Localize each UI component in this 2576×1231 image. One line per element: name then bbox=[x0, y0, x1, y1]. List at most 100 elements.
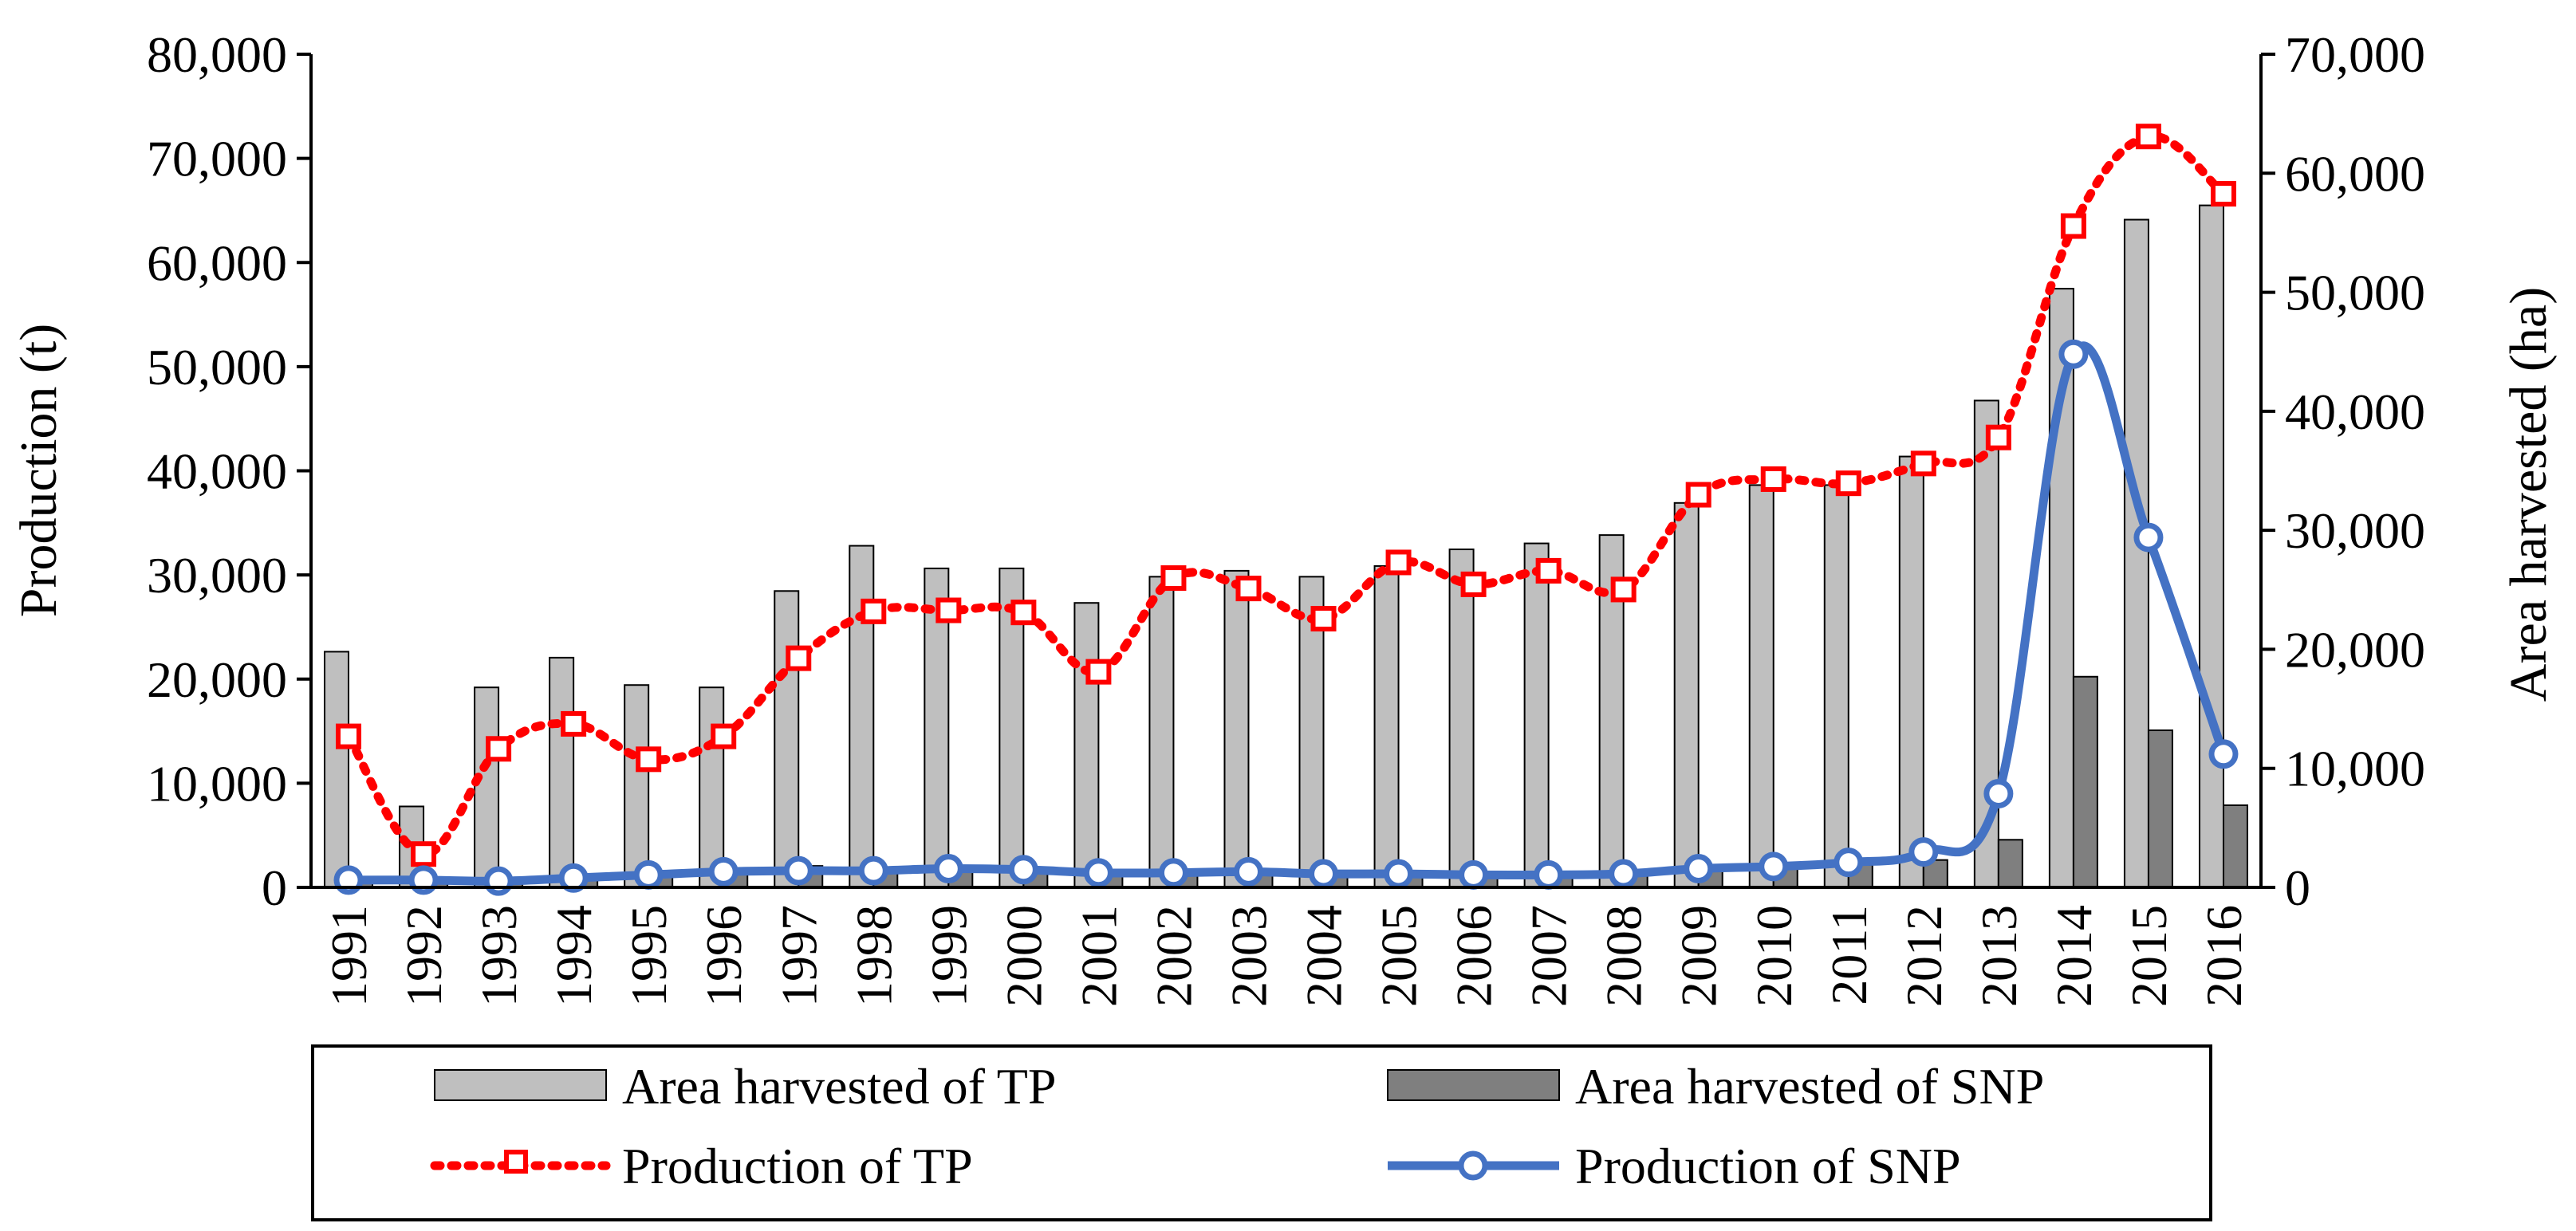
x-tick-label: 1997 bbox=[770, 905, 827, 1007]
y-left-axis-title: Production (t) bbox=[10, 324, 68, 617]
y-right-tick-label: 30,000 bbox=[2285, 502, 2425, 559]
x-tick-label: 2005 bbox=[1371, 905, 1428, 1007]
point-production-of-snp bbox=[1534, 859, 1564, 890]
x-tick-label: 1993 bbox=[471, 905, 527, 1007]
point-production-of-snp bbox=[558, 863, 589, 893]
bars bbox=[324, 204, 2248, 889]
x-tick-label: 2013 bbox=[1971, 905, 2027, 1007]
point-production-of-tp bbox=[1685, 482, 1711, 508]
x-tick-label: 2004 bbox=[1296, 905, 1353, 1007]
legend-swatch-prod-snp-marker bbox=[1458, 1150, 1488, 1181]
bar-area-harvested-of-snp bbox=[2147, 729, 2173, 889]
point-production-of-snp bbox=[1384, 859, 1414, 889]
legend-box bbox=[311, 1044, 2212, 1221]
point-production-of-snp bbox=[1309, 859, 1339, 889]
y-right-tick-label: 0 bbox=[2285, 859, 2310, 916]
point-production-of-tp bbox=[1085, 659, 1112, 685]
legend-swatch-area-tp bbox=[434, 1069, 607, 1101]
x-tick-label: 2000 bbox=[995, 905, 1052, 1007]
point-production-of-snp bbox=[1684, 853, 1714, 883]
point-production-of-tp bbox=[1910, 450, 1936, 477]
point-production-of-snp bbox=[858, 855, 888, 886]
bar-area-harvested-of-tp bbox=[699, 686, 725, 889]
x-tick-label: 1994 bbox=[546, 905, 602, 1007]
bar-area-harvested-of-tp bbox=[1073, 602, 1100, 888]
bar-area-harvested-of-tp bbox=[2123, 218, 2149, 888]
point-production-of-snp bbox=[633, 859, 664, 890]
bar-area-harvested-of-tp bbox=[549, 656, 575, 889]
point-production-of-snp bbox=[1083, 858, 1113, 888]
point-production-of-snp bbox=[483, 866, 514, 896]
x-tick-label: 1996 bbox=[695, 905, 752, 1007]
point-production-of-tp bbox=[411, 841, 437, 867]
legend-swatch-prod-tp-marker bbox=[504, 1150, 528, 1174]
point-production-of-tp bbox=[935, 597, 962, 623]
y-left-tick-label: 40,000 bbox=[147, 443, 287, 500]
bar-area-harvested-of-snp bbox=[2072, 675, 2098, 888]
point-production-of-tp bbox=[786, 645, 812, 671]
point-production-of-snp bbox=[1983, 778, 2014, 808]
bar-area-harvested-of-tp bbox=[774, 590, 800, 888]
point-production-of-tp bbox=[1010, 600, 1037, 626]
point-production-of-tp bbox=[561, 710, 587, 737]
point-production-of-tp bbox=[1985, 424, 2011, 450]
bar-area-harvested-of-tp bbox=[849, 545, 875, 888]
x-tick-label: 2010 bbox=[1746, 905, 1802, 1007]
bar-area-harvested-of-tp bbox=[1148, 576, 1175, 888]
point-production-of-snp bbox=[1759, 851, 1789, 882]
x-tick-label: 1995 bbox=[620, 905, 677, 1007]
point-production-of-tp bbox=[1460, 571, 1487, 597]
point-production-of-tp bbox=[1610, 576, 1637, 603]
x-tick-label: 1992 bbox=[396, 905, 452, 1007]
legend-label-prod-snp: Production of SNP bbox=[1575, 1138, 1961, 1194]
bar-area-harvested-of-tp bbox=[1223, 569, 1250, 889]
x-tick-label: 2007 bbox=[1521, 905, 1578, 1007]
point-production-of-snp bbox=[1233, 856, 1263, 887]
y-right-tick-label: 10,000 bbox=[2285, 741, 2425, 797]
point-production-of-snp bbox=[1834, 848, 1864, 878]
x-tick-label: 1999 bbox=[920, 905, 977, 1007]
point-production-of-snp bbox=[1908, 837, 1939, 867]
bar-area-harvested-of-tp bbox=[1823, 484, 1849, 889]
x-tick-label: 2011 bbox=[1821, 905, 1877, 1005]
point-production-of-tp bbox=[636, 746, 662, 773]
point-production-of-tp bbox=[2135, 124, 2161, 150]
bar-area-harvested-of-tp bbox=[1373, 564, 1400, 889]
point-production-of-tp bbox=[486, 736, 512, 762]
y-right-tick-label: 50,000 bbox=[2285, 265, 2425, 321]
x-axis: 1991 1992 1993 1994 1995 1996 1997 1998 1999 2000… bbox=[311, 886, 2261, 1007]
bar-area-harvested-of-tp bbox=[1898, 455, 1924, 888]
y-right-tick-label: 40,000 bbox=[2285, 383, 2425, 440]
y-right-tick-label: 20,000 bbox=[2285, 621, 2425, 678]
x-tick-label: 2001 bbox=[1070, 905, 1127, 1007]
y-left-tick-label: 30,000 bbox=[147, 547, 287, 604]
y-left-tick-label: 0 bbox=[262, 859, 287, 916]
legend-label-area-snp: Area harvested of SNP bbox=[1575, 1058, 2044, 1115]
point-production-of-tp bbox=[1835, 470, 1861, 497]
y-left-tick-label: 80,000 bbox=[147, 26, 287, 83]
x-tick-label: 2003 bbox=[1220, 905, 1277, 1007]
y-left-tick-label: 50,000 bbox=[147, 339, 287, 395]
point-production-of-tp bbox=[1160, 565, 1187, 592]
point-production-of-tp bbox=[1535, 557, 1562, 584]
bar-area-harvested-of-tp bbox=[2198, 204, 2224, 889]
x-tick-label: 2009 bbox=[1671, 905, 1727, 1007]
x-tick-label: 1998 bbox=[845, 905, 902, 1007]
point-production-of-tp bbox=[2060, 213, 2086, 239]
y-right-axis-title: Area harvested (ha) bbox=[2499, 287, 2558, 702]
bar-area-harvested-of-snp bbox=[1997, 839, 2023, 889]
legend-label-prod-tp: Production of TP bbox=[622, 1138, 973, 1194]
point-production-of-snp bbox=[783, 855, 813, 886]
point-production-of-snp bbox=[2208, 739, 2239, 769]
y-right-tick-label: 70,000 bbox=[2285, 26, 2425, 83]
y-right-tick-label: 60,000 bbox=[2285, 145, 2425, 202]
legend: Area harvested of TP Area harvested of S… bbox=[311, 1044, 2212, 1221]
point-production-of-snp bbox=[1609, 859, 1639, 889]
point-production-of-snp bbox=[1158, 858, 1188, 888]
point-production-of-tp bbox=[1310, 605, 1337, 631]
x-tick-label: 2008 bbox=[1596, 905, 1652, 1007]
left-axis: 0 10,000 20,000 30,000 40,000 50,000 60,000 70,… bbox=[147, 26, 313, 916]
bar-area-harvested-of-tp bbox=[1523, 542, 1550, 888]
x-tick-label: 2015 bbox=[2121, 905, 2177, 1007]
